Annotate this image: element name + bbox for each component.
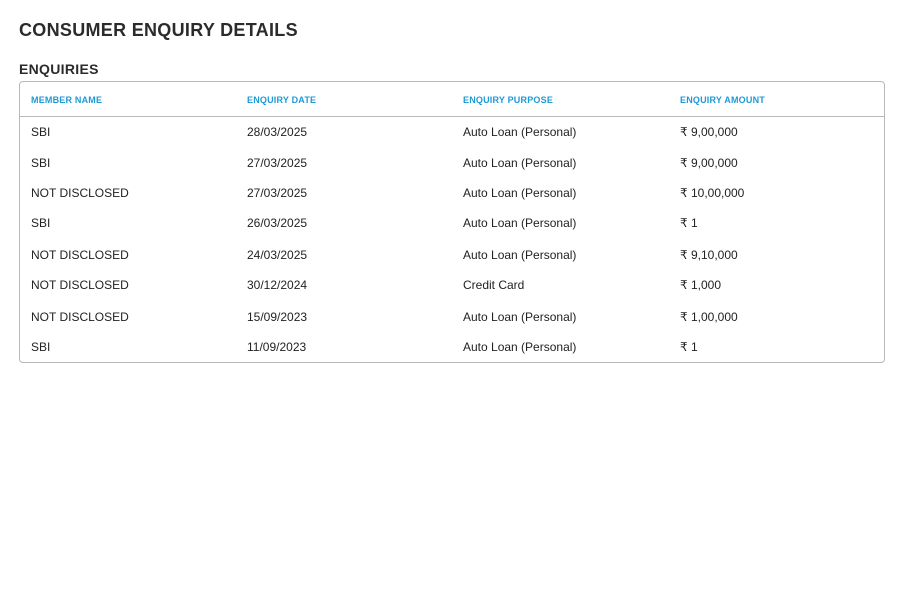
cell-enquiry-purpose: Auto Loan (Personal) bbox=[463, 186, 577, 200]
table-row: SBI 11/09/2023 Auto Loan (Personal) ₹ 1 bbox=[20, 332, 884, 362]
cell-enquiry-amount: ₹ 9,00,000 bbox=[680, 156, 738, 170]
cell-enquiry-purpose: Auto Loan (Personal) bbox=[463, 340, 577, 354]
cell-enquiry-purpose: Auto Loan (Personal) bbox=[463, 310, 577, 324]
cell-enquiry-amount: ₹ 9,10,000 bbox=[680, 248, 738, 262]
cell-enquiry-amount: ₹ 1 bbox=[680, 216, 698, 230]
table-row: NOT DISCLOSED 27/03/2025 Auto Loan (Pers… bbox=[20, 178, 884, 208]
table-header: MEMBER NAME ENQUIRY DATE ENQUIRY PURPOSE… bbox=[20, 82, 884, 117]
table-row: SBI 26/03/2025 Auto Loan (Personal) ₹ 1 bbox=[20, 208, 884, 238]
cell-member-name: SBI bbox=[31, 216, 51, 230]
table-row: SBI 28/03/2025 Auto Loan (Personal) ₹ 9,… bbox=[20, 117, 884, 147]
cell-member-name: NOT DISCLOSED bbox=[31, 248, 129, 262]
cell-enquiry-amount: ₹ 1,000 bbox=[680, 278, 721, 292]
column-header-enquiry-date: ENQUIRY DATE bbox=[247, 95, 317, 105]
cell-member-name: NOT DISCLOSED bbox=[31, 310, 129, 324]
column-header-member-name: MEMBER NAME bbox=[31, 95, 103, 105]
cell-enquiry-date: 15/09/2023 bbox=[247, 310, 308, 324]
table-row: NOT DISCLOSED 30/12/2024 Credit Card ₹ 1… bbox=[20, 270, 884, 300]
table-row: NOT DISCLOSED 24/03/2025 Auto Loan (Pers… bbox=[20, 240, 884, 270]
column-header-enquiry-purpose: ENQUIRY PURPOSE bbox=[463, 95, 554, 105]
cell-member-name: SBI bbox=[31, 125, 51, 139]
cell-enquiry-amount: ₹ 1,00,000 bbox=[680, 310, 738, 324]
page-title: CONSUMER ENQUIRY DETAILS bbox=[19, 20, 298, 40]
enquiries-table: MEMBER NAME ENQUIRY DATE ENQUIRY PURPOSE… bbox=[19, 81, 885, 363]
cell-member-name: SBI bbox=[31, 340, 51, 354]
table-row: NOT DISCLOSED 15/09/2023 Auto Loan (Pers… bbox=[20, 302, 884, 332]
cell-enquiry-date: 30/12/2024 bbox=[247, 278, 308, 292]
cell-enquiry-purpose: Auto Loan (Personal) bbox=[463, 156, 577, 170]
cell-enquiry-date: 27/03/2025 bbox=[247, 156, 308, 170]
cell-enquiry-date: 11/09/2023 bbox=[247, 340, 307, 354]
cell-enquiry-purpose: Auto Loan (Personal) bbox=[463, 216, 577, 230]
cell-enquiry-purpose: Auto Loan (Personal) bbox=[463, 125, 577, 139]
cell-enquiry-date: 26/03/2025 bbox=[247, 216, 308, 230]
cell-member-name: NOT DISCLOSED bbox=[31, 278, 129, 292]
column-header-enquiry-amount: ENQUIRY AMOUNT bbox=[680, 95, 765, 105]
cell-enquiry-date: 27/03/2025 bbox=[247, 186, 308, 200]
cell-member-name: SBI bbox=[31, 156, 51, 170]
table-row: SBI 27/03/2025 Auto Loan (Personal) ₹ 9,… bbox=[20, 148, 884, 178]
cell-enquiry-amount: ₹ 9,00,000 bbox=[680, 125, 738, 139]
section-title-enquiries: ENQUIRIES bbox=[19, 61, 99, 77]
cell-enquiry-date: 28/03/2025 bbox=[247, 125, 308, 139]
cell-enquiry-purpose: Credit Card bbox=[463, 278, 525, 292]
cell-enquiry-amount: ₹ 1 bbox=[680, 340, 698, 354]
cell-enquiry-date: 24/03/2025 bbox=[247, 248, 308, 262]
cell-member-name: NOT DISCLOSED bbox=[31, 186, 129, 200]
cell-enquiry-purpose: Auto Loan (Personal) bbox=[463, 248, 577, 262]
cell-enquiry-amount: ₹ 10,00,000 bbox=[680, 186, 745, 200]
